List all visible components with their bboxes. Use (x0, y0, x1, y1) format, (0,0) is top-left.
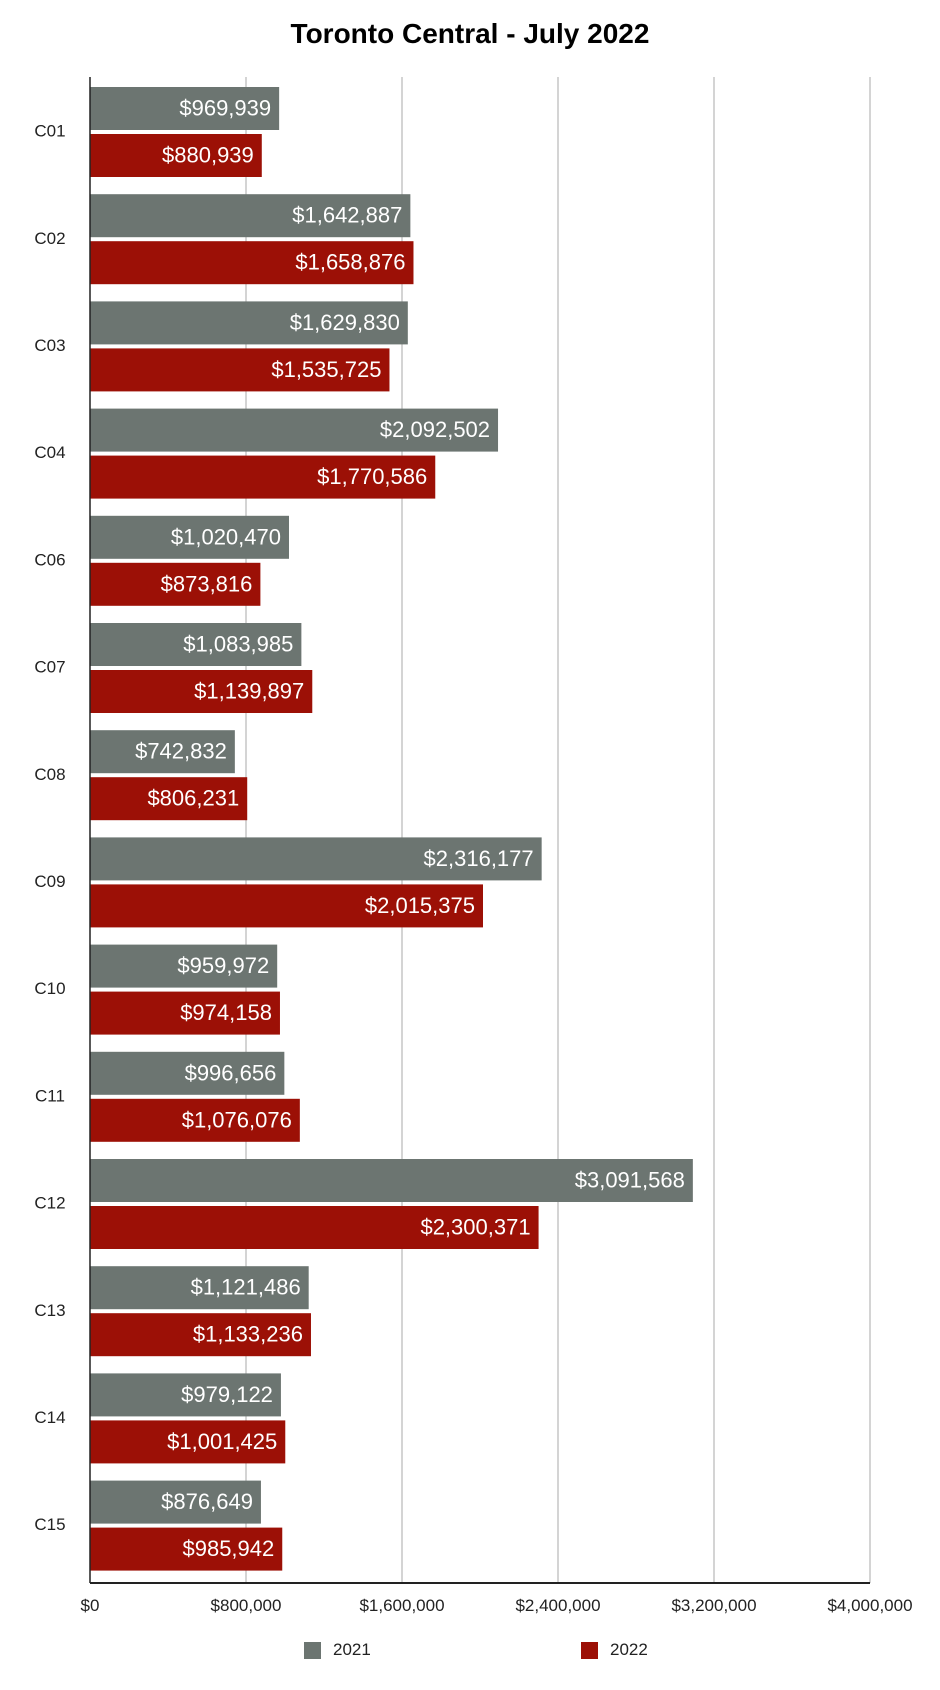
data-label-2022-C11: $1,076,076 (182, 1107, 292, 1132)
legend-label-2022: 2022 (610, 1640, 648, 1659)
data-label-2021-C08: $742,832 (135, 739, 227, 764)
data-label-2022-C13: $1,133,236 (193, 1322, 303, 1347)
bar-2021-C04 (90, 408, 499, 452)
bar-2022-C09 (90, 884, 483, 928)
data-label-2022-C15: $985,942 (182, 1536, 274, 1561)
data-label-2022-C14: $1,001,425 (167, 1429, 277, 1454)
category-label-C15: C15 (34, 1515, 65, 1534)
bar-2022-C04 (90, 455, 436, 499)
category-label-C03: C03 (34, 336, 65, 355)
data-label-2021-C09: $2,316,177 (424, 846, 534, 871)
data-label-2022-C12: $2,300,371 (420, 1215, 530, 1240)
data-label-2021-C14: $979,122 (181, 1382, 273, 1407)
legend-swatch-2022 (581, 1641, 598, 1659)
data-label-2021-C02: $1,642,887 (292, 203, 402, 228)
data-label-2021-C13: $1,121,486 (191, 1275, 301, 1300)
x-tick-label-2: $1,600,000 (359, 1596, 444, 1615)
legend-item-2021: 2021 (304, 1640, 371, 1660)
data-label-2021-C10: $959,972 (177, 953, 269, 978)
category-label-C10: C10 (34, 979, 65, 998)
category-label-C04: C04 (34, 443, 65, 462)
bar-2021-C07 (90, 623, 302, 666)
data-label-2022-C04: $1,770,586 (317, 464, 427, 489)
data-label-2022-C02: $1,658,876 (295, 250, 405, 275)
bar-2022-C10 (90, 991, 280, 1035)
bar-2022-C08 (90, 777, 248, 821)
bar-2022-C11 (90, 1098, 300, 1142)
chart-title: Toronto Central - July 2022 (290, 18, 650, 49)
bar-2022-C02 (90, 241, 414, 285)
bar-2022-C07 (90, 670, 313, 713)
data-label-2021-C11: $996,656 (185, 1060, 277, 1085)
data-label-2021-C01: $969,939 (179, 96, 271, 121)
data-label-2021-C06: $1,020,470 (171, 524, 281, 549)
data-label-2022-C03: $1,535,725 (271, 357, 381, 382)
x-tick-label-3: $2,400,000 (515, 1596, 600, 1615)
category-label-C08: C08 (34, 765, 65, 784)
bar-2021-C06 (90, 515, 289, 559)
bar-2022-C14 (90, 1420, 286, 1464)
bar-2021-C01 (90, 87, 280, 130)
x-tick-label-0: $0 (81, 1596, 100, 1615)
data-label-2022-C07: $1,139,897 (194, 679, 304, 704)
bar-2022-C03 (90, 348, 390, 392)
bar-2021-C08 (90, 730, 235, 774)
data-label-2022-C10: $974,158 (180, 1000, 272, 1025)
category-label-C09: C09 (34, 872, 65, 891)
bar-2021-C03 (90, 301, 408, 345)
x-tick-label-1: $800,000 (211, 1596, 282, 1615)
bar-2021-C13 (90, 1266, 309, 1310)
category-label-C11: C11 (35, 1086, 65, 1105)
bar-2021-C12 (90, 1159, 693, 1202)
bar-2022-C06 (90, 562, 261, 606)
x-tick-label-5: $4,000,000 (827, 1596, 912, 1615)
category-label-C06: C06 (34, 550, 65, 569)
bar-2021-C09 (90, 837, 542, 881)
data-label-2022-C01: $880,939 (162, 143, 254, 168)
bar-2022-C01 (90, 134, 262, 177)
data-label-2021-C15: $876,649 (161, 1489, 253, 1514)
category-label-C02: C02 (34, 229, 65, 248)
category-label-C13: C13 (34, 1301, 65, 1320)
legend-item-2022: 2022 (581, 1640, 648, 1660)
bar-2022-C15 (90, 1527, 283, 1571)
legend-swatch-2021 (304, 1641, 321, 1659)
category-label-C01: C01 (34, 122, 65, 141)
data-label-2021-C03: $1,629,830 (290, 310, 400, 335)
bar-2021-C15 (90, 1480, 261, 1524)
data-label-2021-C07: $1,083,985 (183, 632, 293, 657)
bar-2021-C11 (90, 1051, 285, 1095)
data-label-2021-C04: $2,092,502 (380, 417, 490, 442)
category-label-C12: C12 (34, 1194, 65, 1213)
data-label-2022-C06: $873,816 (161, 571, 253, 596)
data-label-2021-C12: $3,091,568 (575, 1168, 685, 1193)
data-label-2022-C09: $2,015,375 (365, 893, 475, 918)
category-label-C07: C07 (34, 658, 65, 677)
legend-label-2021: 2021 (333, 1640, 371, 1659)
bar-2022-C13 (90, 1313, 311, 1357)
category-label-C14: C14 (34, 1408, 65, 1427)
bar-2021-C10 (90, 944, 278, 988)
bar-2022-C12 (90, 1206, 539, 1249)
data-label-2022-C08: $806,231 (147, 786, 239, 811)
bar-2021-C14 (90, 1373, 281, 1417)
x-tick-label-4: $3,200,000 (671, 1596, 756, 1615)
bar-2021-C02 (90, 194, 411, 238)
